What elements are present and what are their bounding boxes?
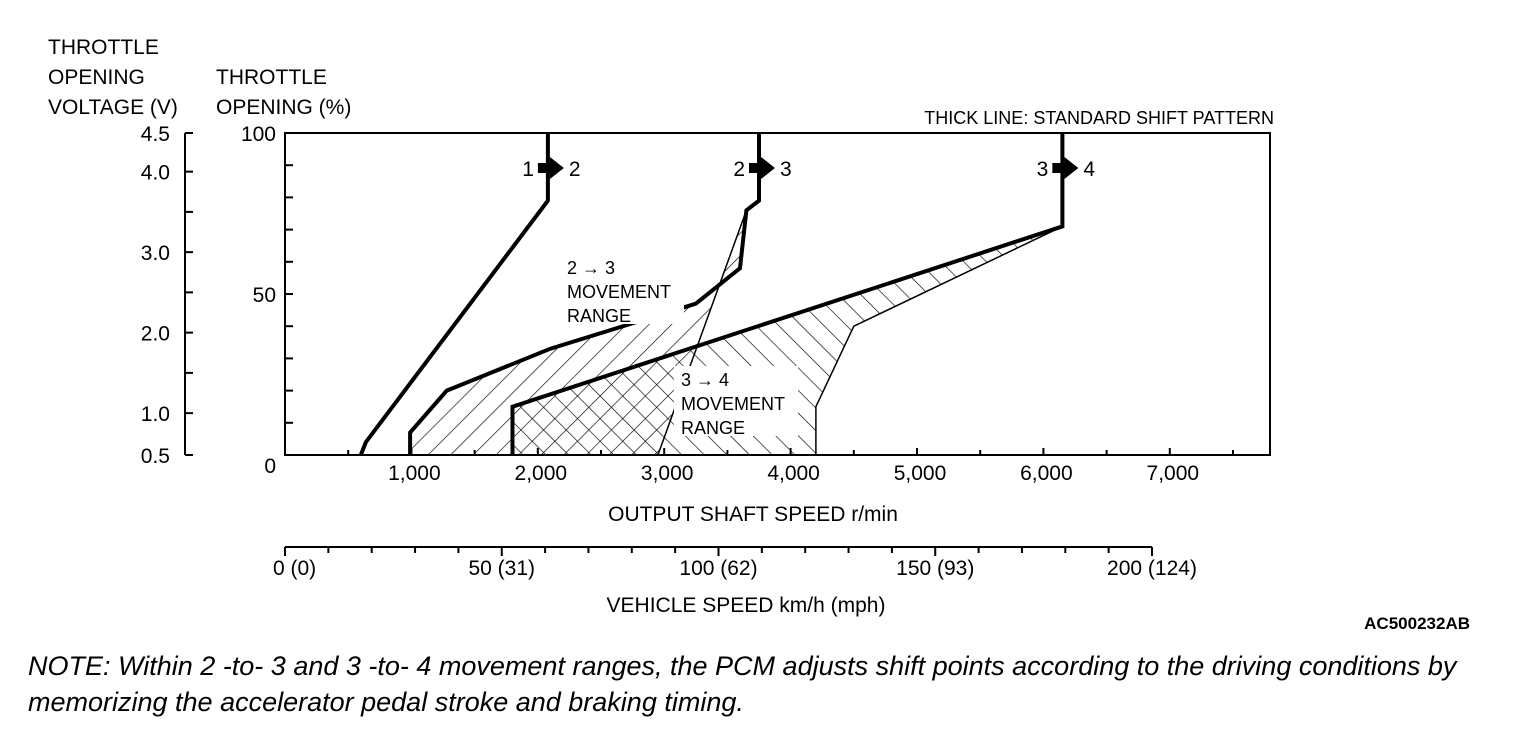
shift-line-3-4 bbox=[510, 133, 1065, 455]
left-axis-title-line: VOLTAGE (V) bbox=[48, 96, 178, 119]
vehicle-speed-tick-label: 200 (124) bbox=[1107, 557, 1197, 580]
vehicle-speed-tick-label: 100 (62) bbox=[679, 557, 757, 580]
voltage-tick-label: 4.5 bbox=[141, 123, 170, 146]
shift-to-label: 4 bbox=[1083, 158, 1095, 181]
range-label-background bbox=[560, 254, 684, 324]
shift-to-label: 2 bbox=[569, 158, 581, 181]
shift-arrow-icon bbox=[1052, 157, 1079, 179]
voltage-tick-label: 4.0 bbox=[141, 162, 170, 185]
voltage-tick-label: 0.5 bbox=[141, 445, 170, 468]
percent-tick-label: 50 bbox=[253, 284, 276, 307]
range-2-3-label: 2 → 3 MOVEMENT RANGE bbox=[560, 254, 684, 326]
x-axis-label: OUTPUT SHAFT SPEED r/min bbox=[608, 503, 898, 526]
voltage-tick-label: 2.0 bbox=[141, 323, 170, 346]
range-3-4-label: 3 → 4 MOVEMENT RANGE bbox=[674, 366, 798, 438]
left-axis-title-line: OPENING bbox=[48, 66, 145, 89]
range-3-4-label-line: RANGE bbox=[681, 418, 745, 438]
shift-from-label: 3 bbox=[1037, 158, 1049, 181]
left-axis-title: THROTTLE OPENING VOLTAGE (V) bbox=[48, 36, 178, 119]
shift-arrow-icon bbox=[749, 157, 775, 179]
plot-area: 1 2 2 3 3 4 bbox=[284, 132, 1271, 456]
vehicle-speed-tick-label: 0 (0) bbox=[273, 557, 316, 580]
range-2-3-label-line: RANGE bbox=[567, 306, 631, 326]
range-3-4-label-line: MOVEMENT bbox=[681, 394, 785, 414]
shift-from-label: 1 bbox=[522, 158, 534, 181]
x-tick-label: 6,000 bbox=[1020, 462, 1073, 485]
x-tick-label: 3,000 bbox=[641, 462, 694, 485]
plot-frame bbox=[284, 132, 1271, 456]
x-tick-label: 5,000 bbox=[894, 462, 947, 485]
range-label-background bbox=[674, 366, 798, 436]
voltage-tick-label: 3.0 bbox=[141, 242, 170, 265]
footnote: NOTE: Within 2 -to- 3 and 3 -to- 4 movem… bbox=[28, 651, 1457, 717]
shift-line-2-3 bbox=[408, 133, 761, 455]
throttle-percent-axis: 100 50 0 bbox=[241, 123, 293, 478]
percent-tick-label: 100 bbox=[241, 123, 276, 146]
x-tick-label: 4,000 bbox=[767, 462, 820, 485]
shift-to-label: 3 bbox=[780, 158, 792, 181]
pattern-note: THICK LINE: STANDARD SHIFT PATTERN bbox=[924, 108, 1274, 128]
right-axis-title-line: OPENING (%) bbox=[216, 96, 351, 119]
percent-tick-label: 0 bbox=[264, 455, 276, 478]
range-2-3-label-line: MOVEMENT bbox=[567, 282, 671, 302]
shift-from-label: 2 bbox=[733, 158, 745, 181]
voltage-tick-label: 1.0 bbox=[141, 403, 170, 426]
shift-arrow-icon bbox=[537, 157, 564, 179]
range-2-3-label-line: 2 → 3 bbox=[567, 258, 615, 278]
voltage-axis: 4.5 4.0 3.0 2.0 1.0 0.5 bbox=[141, 123, 193, 468]
x-tick-label: 2,000 bbox=[515, 462, 568, 485]
x-tick-label: 1,000 bbox=[388, 462, 441, 485]
vehicle-speed-tick-label: 50 (31) bbox=[468, 557, 535, 580]
output-shaft-axis: 1,000 2,000 3,000 4,000 5,000 6,000 7,000 bbox=[347, 448, 1234, 485]
right-axis-title-line: THROTTLE bbox=[216, 66, 327, 89]
shift-labels: 1 2 2 3 3 4 bbox=[522, 157, 1095, 181]
vehicle-speed-tick-label: 150 (93) bbox=[896, 557, 974, 580]
vehicle-speed-axis-label: VEHICLE SPEED km/h (mph) bbox=[607, 594, 886, 617]
right-axis-title: THROTTLE OPENING (%) bbox=[216, 66, 351, 119]
figure-code: AC500232AB bbox=[1364, 614, 1470, 633]
range-3-4-label-line: 3 → 4 bbox=[681, 370, 729, 390]
vehicle-speed-axis: 0 (0) 50 (31) 100 (62) 150 (93) 200 (124) bbox=[273, 546, 1197, 580]
x-tick-label: 7,000 bbox=[1147, 462, 1200, 485]
left-axis-title-line: THROTTLE bbox=[48, 36, 159, 59]
